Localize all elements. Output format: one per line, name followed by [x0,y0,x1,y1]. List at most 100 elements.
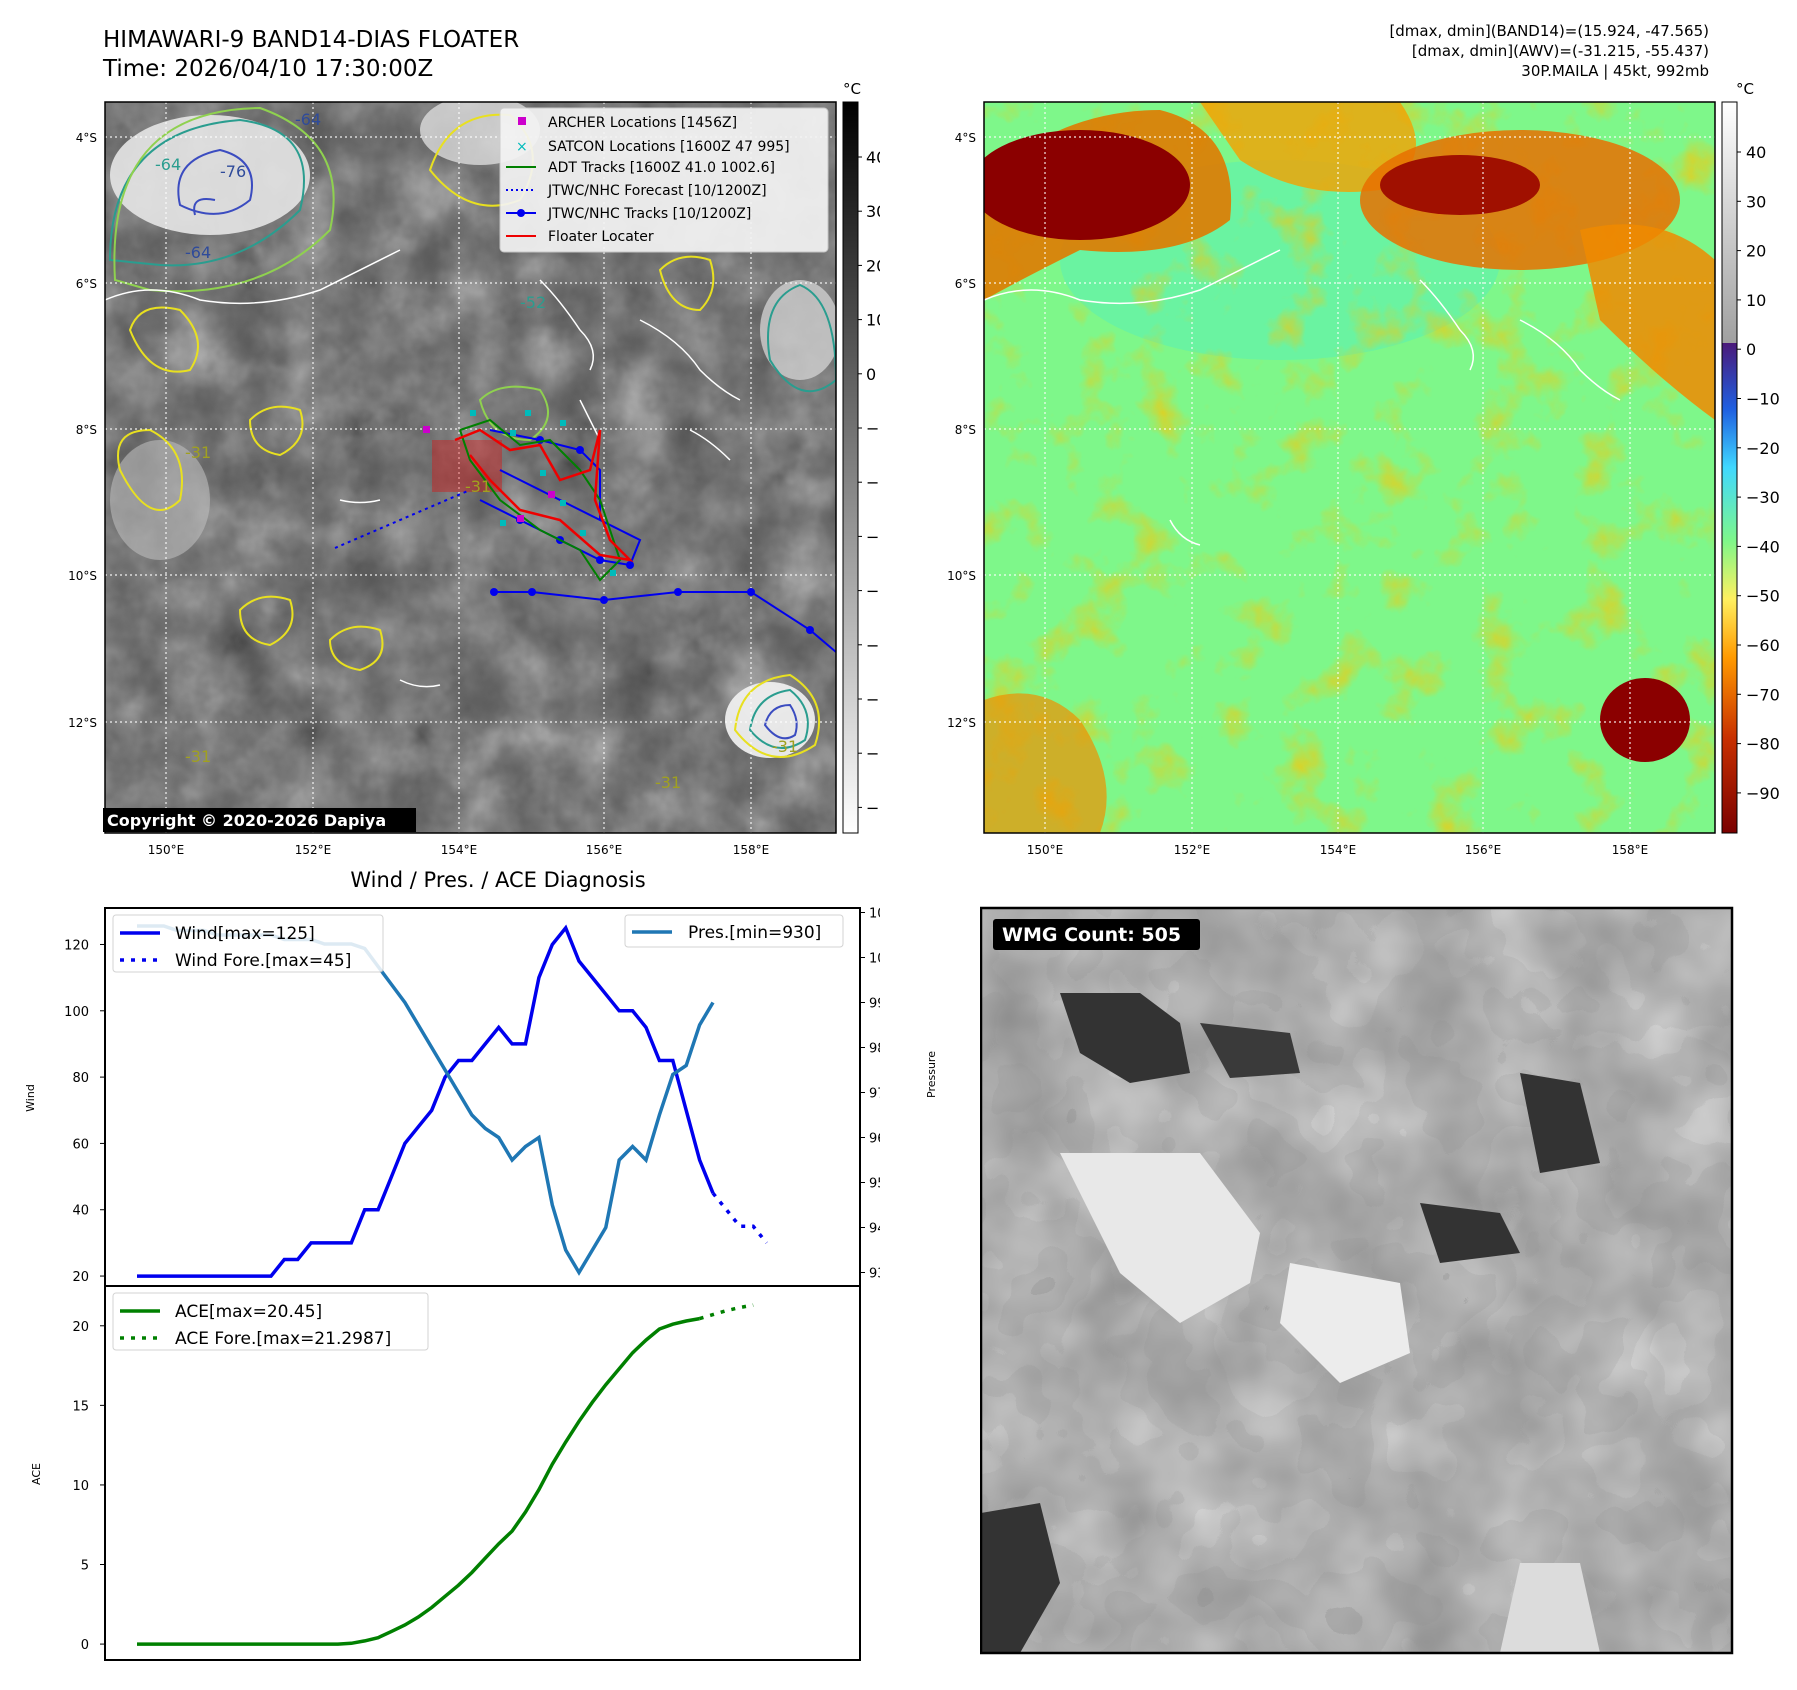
contour-label: -31 [185,443,211,462]
wv-colorbar-tick: 40 [1746,143,1766,162]
wind-axis-label: Wind [24,1084,37,1112]
ir-colorbar-tick: 10 [866,311,880,330]
legend-jtwc: JTWC/NHC Tracks [10/1200Z] [547,206,751,222]
wind-legend-label: Wind[max=125] [175,924,315,944]
legend-satcon: SATCON Locations [1600Z 47 995] [548,139,790,155]
pressure-axis-label: Pressure [925,1051,938,1098]
series-ace-fore-line [699,1303,754,1321]
wv-colorbar-tick: −90 [1746,784,1780,803]
pressure-tick-label: 970 [869,1087,880,1102]
ir-colorbar-tick: 0 [866,365,876,384]
ir-colorbar-tick: −80 [866,798,880,817]
legend-adt: ADT Tracks [1600Z 41.0 1002.6] [548,160,775,176]
ace-axis-label: ACE [30,1463,43,1485]
lat-label: 6°S [955,277,976,291]
pressure-legend-label: Pres.[min=930] [688,923,821,943]
lon-label: 158°E [733,843,770,857]
lat-label: 8°S [955,423,976,437]
lat-label: 6°S [76,277,97,291]
ace-legend-label: ACE[max=20.45] [175,1302,322,1322]
pressure-tick-label: 990 [869,997,880,1012]
jtwc-tracks [479,429,836,653]
wv-colorbar-tick: 30 [1746,192,1766,211]
series-aceline [137,1316,700,1646]
series-windline [137,924,715,1278]
lat-label: 12°S [68,716,97,730]
wind-legend-box [112,914,384,973]
ace-tick-label: 0 [81,1638,89,1653]
pressure-tick-label: 980 [869,1042,880,1057]
ir-map-panel: -64 -76 -64 -64 -52 -31 -31 -31 -31 -31 … [68,80,880,857]
wv-colorbar-tick: 20 [1746,242,1766,261]
lat-label: 10°S [947,569,976,583]
wv-colorbar-tick: −70 [1746,685,1780,704]
wv-colorbar-tick: −40 [1746,537,1780,556]
ace-tick-label: 5 [81,1559,89,1574]
ir-colorbar-unit: °C [843,80,861,98]
adt-tracks [459,418,622,582]
wind-tick-label: 40 [72,1204,89,1219]
archer-legend-marker [518,117,526,125]
ace-forecast-legend-label: ACE Fore.[max=21.2987] [175,1329,391,1349]
figure-time: Time: 2026/04/10 17:30:00Z [103,56,434,82]
contour-label: -31 [465,477,491,496]
ir-colorbar-tick: −60 [866,690,880,709]
ace-panel: 0 5 10 15 20 ACE[max=20.45] ACE Fore.[max=21.2… [72,1285,861,1661]
legend-archer: ARCHER Locations [1456Z] [548,115,737,131]
lon-label: 158°E [1612,843,1649,857]
lon-label: 150°E [148,843,185,857]
lon-label: 152°E [1174,843,1211,857]
wv-colorbar-tick: −60 [1746,636,1780,655]
ir-colorbar [842,101,859,834]
lat-label: 12°S [947,716,976,730]
map-legend: ARCHER Locations [1456Z] × SATCON Locati… [499,107,829,253]
lat-label: 8°S [76,423,97,437]
wind-tick-label: 20 [72,1270,89,1285]
floater-locater-track [454,428,634,562]
lon-label: 156°E [1465,843,1502,857]
storm-info: 30P.MAILA | 45kt, 992mb [1521,62,1709,80]
wind-pressure-panel: 20 40 60 80 100 120 930 940 950 960 970 980 990 1000 1… [64,907,880,1287]
wv-colorbar-tick: 0 [1746,340,1756,359]
ace-tick-label: 20 [72,1320,89,1335]
lon-label: 154°E [441,843,478,857]
ir-colorbar-tick: −70 [866,744,880,763]
contour-label: -31 [655,773,681,792]
lat-label: 4°S [76,131,97,145]
ace-tick-label: 15 [72,1399,89,1414]
ir-colorbar-tick: −10 [866,419,880,438]
pressure-tick-label: 960 [869,1132,880,1147]
lon-label: 152°E [295,843,332,857]
chart-title: Wind / Pres. / ACE Diagnosis [350,868,645,892]
wv-colorbar-unit: °C [1736,80,1754,98]
ir-colorbar-tick: 40 [866,148,880,167]
ir-colorbar-ticks: 40 30 20 10 0 −10 −20 −30 −40 −50 −60 −70 −80 [858,148,880,817]
lon-label: 154°E [1320,843,1357,857]
satcon-locations [470,410,616,576]
figure-title: HIMAWARI-9 BAND14-DIAS FLOATER [103,27,520,53]
copyright-label: Copyright © 2020-2026 Dapiya [107,811,386,830]
satcon-legend-marker: × [516,139,528,155]
wmg-imagery [981,908,1732,1653]
wind-tick-label: 100 [64,1005,89,1020]
ir-colorbar-tick: −40 [866,582,880,601]
pressure-tick-label: 1010 [869,907,880,922]
ir-colorbar-tick: 20 [866,256,880,275]
pressure-tick-label: 940 [869,1222,880,1237]
archer-locations [423,426,555,522]
legend-forecast: JTWC/NHC Forecast [10/1200Z] [547,183,767,199]
wv-colorbar-tick: −80 [1746,735,1780,754]
wmg-panel: WMG Count: 505 [980,906,1734,1655]
ir-colorbar-tick: 30 [866,202,880,221]
wv-colorbar-tick: −50 [1746,587,1780,606]
wmg-count-label: WMG Count: 505 [1002,924,1181,946]
wind-tick-label: 120 [64,938,89,953]
wv-colorbar-tick: −30 [1746,488,1780,507]
pressure-tick-label: 930 [869,1267,880,1282]
ir-colorbar-tick: −20 [866,473,880,492]
lat-label: 4°S [955,131,976,145]
diagnosis-chart: Wind / Pres. / ACE Diagnosis 20406080100… [24,868,880,1661]
lon-label: 150°E [1027,843,1064,857]
ir-colorbar-tick: −30 [866,527,880,546]
contour-label: -31 [185,747,211,766]
